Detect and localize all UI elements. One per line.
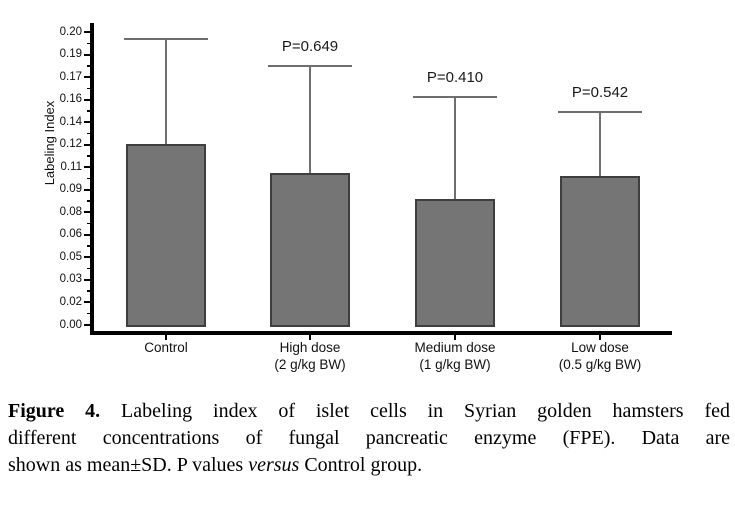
- category-sublabel: (0.5 g/kg BW): [558, 357, 642, 372]
- y-minor-tick: [86, 65, 90, 67]
- y-tick: [84, 76, 90, 79]
- x-tick: [454, 335, 456, 340]
- category-label: Low dose: [571, 340, 629, 355]
- category-label: Control: [144, 340, 188, 355]
- x-tick: [165, 335, 167, 340]
- bar: [415, 198, 495, 327]
- caption-text: versus: [248, 454, 300, 476]
- p-value-label: P=0.542: [571, 84, 629, 101]
- y-axis-title: Labeling Index: [42, 100, 57, 186]
- y-tick: [84, 98, 90, 101]
- y-tick-label: 0.00: [59, 318, 82, 331]
- y-tick-label: 0.09: [59, 183, 82, 196]
- caption-text: different concentrations of fungal pancr…: [8, 427, 730, 449]
- caption-line: different concentrations of fungal pancr…: [8, 425, 730, 452]
- y-tick-label: 0.08: [59, 205, 82, 218]
- error-bar: [309, 65, 311, 175]
- error-bar-cap: [558, 111, 642, 113]
- y-tick: [84, 324, 90, 326]
- y-tick-label: 0.20: [59, 25, 82, 38]
- y-minor-tick: [86, 132, 90, 135]
- y-tick-label: 0.14: [59, 115, 82, 128]
- error-bar: [165, 38, 167, 146]
- y-tick: [84, 121, 90, 124]
- caption-figure-label: Figure 4.: [8, 400, 101, 422]
- y-tick: [84, 166, 90, 169]
- y-minor-tick: [86, 177, 90, 180]
- y-minor-tick: [86, 42, 90, 45]
- y-minor-tick: [86, 267, 90, 270]
- y-minor-tick: [86, 155, 90, 157]
- category-label: High dose: [279, 340, 341, 355]
- y-tick-label: 0.02: [59, 295, 82, 308]
- error-bar-cap: [268, 64, 352, 67]
- y-minor-tick: [86, 290, 90, 292]
- x-tick: [309, 335, 311, 340]
- y-tick: [84, 188, 90, 191]
- caption-text: shown as mean±SD. P values: [8, 454, 249, 476]
- y-minor-tick: [86, 222, 90, 225]
- y-tick-label: 0.03: [59, 273, 82, 286]
- y-tick-label: 0.16: [59, 93, 82, 106]
- bar: [126, 143, 206, 327]
- y-tick: [84, 31, 90, 33]
- p-value-label: P=0.410: [426, 69, 484, 87]
- y-tick: [84, 256, 90, 259]
- y-tick: [84, 233, 90, 236]
- error-bar: [599, 112, 601, 179]
- y-tick: [84, 301, 90, 304]
- y-tick-label: 0.12: [59, 138, 82, 151]
- y-minor-tick: [86, 110, 90, 112]
- category-sublabel: (1 g/kg BW): [419, 357, 491, 372]
- p-value-label: P=0.649: [281, 37, 339, 55]
- error-bar-cap: [124, 37, 208, 40]
- y-tick: [84, 143, 90, 146]
- y-minor-tick: [86, 245, 90, 247]
- y-tick-label: 0.05: [59, 250, 82, 263]
- caption-text: Control group.: [299, 454, 423, 476]
- caption-line: shown as mean±SD. P values versus Contro…: [8, 452, 730, 479]
- y-tick-label: 0.11: [60, 160, 82, 173]
- y-tick-label: 0.06: [59, 228, 82, 241]
- x-axis-line: [90, 331, 672, 335]
- bar-chart: 0.00 0.02 0.03 0.05 0.06 0.08 0.09 0.11 0.12 0.14…: [42, 23, 672, 372]
- y-tick-label: 0.19: [59, 48, 82, 61]
- y-tick: [84, 211, 90, 214]
- caption-line: Figure 4. Labeling index of islet cells …: [8, 398, 730, 425]
- y-tick: [84, 53, 90, 56]
- y-minor-tick: [86, 200, 90, 202]
- y-tick: [84, 278, 90, 281]
- category-sublabel: (2 g/kg BW): [274, 357, 346, 372]
- caption-text: Labeling index of islet cells in Syrian …: [100, 400, 730, 422]
- y-minor-tick: [86, 87, 90, 90]
- bar: [270, 172, 350, 327]
- category-label: Medium dose: [414, 340, 496, 355]
- y-axis-line: [90, 23, 94, 335]
- figure-caption: Figure 4. Labeling index of islet cells …: [8, 398, 730, 479]
- y-tick-label: 0.17: [59, 70, 82, 83]
- x-tick: [599, 335, 601, 340]
- bar: [560, 176, 640, 327]
- error-bar: [454, 97, 456, 201]
- y-minor-tick: [86, 312, 90, 315]
- error-bar-cap: [413, 96, 497, 99]
